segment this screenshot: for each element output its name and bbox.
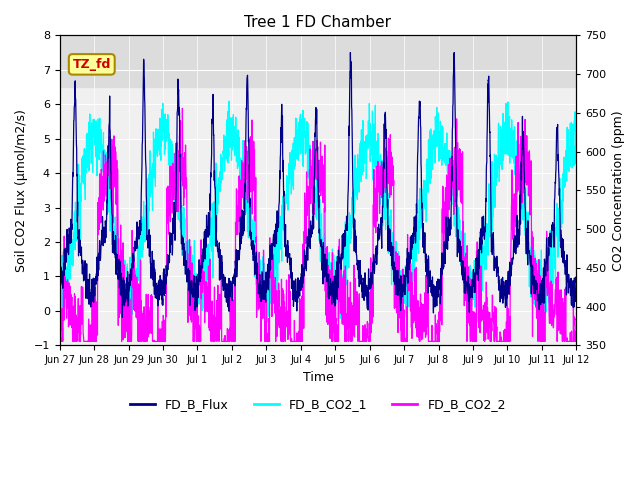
Y-axis label: Soil CO2 Flux (μmol/m2/s): Soil CO2 Flux (μmol/m2/s) (15, 109, 28, 272)
X-axis label: Time: Time (303, 371, 333, 384)
Text: TZ_fd: TZ_fd (72, 58, 111, 71)
Y-axis label: CO2 Concentration (ppm): CO2 Concentration (ppm) (612, 110, 625, 271)
Title: Tree 1 FD Chamber: Tree 1 FD Chamber (244, 15, 392, 30)
Bar (60, 36, 576, 87)
Legend: FD_B_Flux, FD_B_CO2_1, FD_B_CO2_2: FD_B_Flux, FD_B_CO2_1, FD_B_CO2_2 (125, 394, 511, 417)
